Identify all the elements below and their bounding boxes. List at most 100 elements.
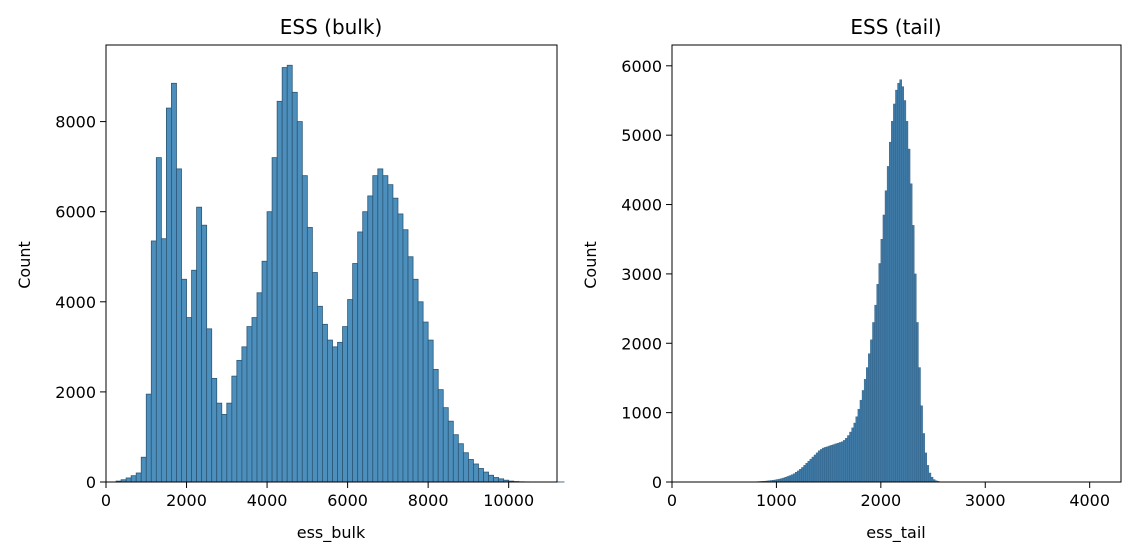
x-tick-label: 4000 xyxy=(247,491,288,510)
histogram-bar xyxy=(930,476,934,483)
histogram-bar xyxy=(427,339,434,483)
histogram-bar xyxy=(905,121,909,483)
histogram-bar xyxy=(352,263,359,483)
histogram-bar xyxy=(824,447,827,483)
histogram-bar xyxy=(822,447,825,483)
histogram-bar xyxy=(468,459,474,483)
histogram-bar xyxy=(914,273,917,483)
histogram-bar xyxy=(488,474,494,483)
x-axis-label: ess_tail xyxy=(866,523,925,543)
y-tick-label: 5000 xyxy=(621,126,662,145)
y-tick-label: 2000 xyxy=(621,334,662,353)
histogram-bar xyxy=(357,231,364,483)
histogram-bar xyxy=(296,121,303,483)
histogram-bar xyxy=(176,168,182,483)
histogram-bar xyxy=(327,339,333,483)
histogram-bar xyxy=(797,470,800,483)
histogram-bar xyxy=(832,444,836,483)
histogram-bar xyxy=(226,402,233,483)
x-tick-label: 4000 xyxy=(1069,491,1110,510)
histogram-bar xyxy=(392,197,399,483)
histogram-bar xyxy=(857,408,861,483)
histogram-bar xyxy=(140,456,147,483)
x-tick-label: 2000 xyxy=(860,491,901,510)
histogram-bar xyxy=(281,67,288,483)
histogram-bar xyxy=(397,213,404,483)
histogram-bar xyxy=(859,399,863,483)
histogram-bar xyxy=(402,229,409,483)
x-tick-label: 8000 xyxy=(408,491,449,510)
histogram-bar xyxy=(918,367,921,483)
histogram-bar xyxy=(834,443,838,483)
histogram-bar xyxy=(432,368,439,483)
histogram-bar xyxy=(903,100,907,483)
histogram-bar xyxy=(322,323,328,483)
x-tick-label: 6000 xyxy=(327,491,368,510)
histogram-bar xyxy=(236,359,243,483)
y-axis-label: Count xyxy=(15,241,34,289)
histogram-bar xyxy=(216,402,223,483)
histogram-bar xyxy=(817,450,821,483)
y-tick-label: 4000 xyxy=(621,196,662,215)
histogram-bar xyxy=(206,328,213,483)
histogram-bar xyxy=(795,472,798,483)
histogram-bar xyxy=(924,452,927,483)
histogram-bar xyxy=(899,79,902,483)
histogram-bar xyxy=(337,341,343,483)
y-tick-label: 4000 xyxy=(55,293,96,312)
x-tick-label: 3000 xyxy=(965,491,1006,510)
histogram-bar xyxy=(782,477,785,483)
histogram-bar xyxy=(853,422,856,483)
histogram-bar xyxy=(241,346,248,483)
histogram-bar xyxy=(286,64,293,483)
histogram-bar xyxy=(790,474,794,483)
x-tick-label: 0 xyxy=(101,491,111,510)
y-tick-label: 0 xyxy=(86,473,96,492)
histogram-bar xyxy=(125,477,132,483)
histogram-bar xyxy=(895,89,898,483)
histogram-bar xyxy=(291,91,298,483)
histogram-bar xyxy=(813,454,817,483)
bars xyxy=(744,79,946,483)
x-tick-label: 10000 xyxy=(483,491,534,510)
histogram-bar xyxy=(820,449,823,483)
histogram-bar xyxy=(878,263,882,483)
histogram-bar xyxy=(876,284,879,483)
histogram-bar xyxy=(266,211,273,483)
histogram-bar xyxy=(367,195,374,483)
histogram-bar xyxy=(840,441,844,483)
histogram-bar xyxy=(891,121,894,483)
histogram-bar xyxy=(130,475,137,483)
x-axis-label: ess_bulk xyxy=(297,523,366,543)
histogram-bar xyxy=(861,390,865,483)
histogram-bar xyxy=(780,478,783,483)
histogram-bar xyxy=(801,467,804,483)
y-tick-label: 0 xyxy=(652,473,662,492)
histogram-bar xyxy=(792,473,796,483)
y-ticks: 0 2000 4000 6000 8000 xyxy=(55,113,106,492)
x-tick-label: 0 xyxy=(667,491,677,510)
histogram-bar xyxy=(872,322,875,483)
x-ticks: 0 2000 4000 6000 8000 10000 xyxy=(101,482,534,510)
histogram-bar xyxy=(926,465,930,483)
histogram-bar xyxy=(901,86,905,483)
histogram-bar xyxy=(493,477,500,483)
histogram-bar xyxy=(473,463,479,483)
histogram-bar xyxy=(893,103,896,483)
histogram-bar xyxy=(855,416,859,483)
histogram-bar xyxy=(412,278,419,483)
histogram-bar xyxy=(407,256,414,483)
histogram-bar xyxy=(442,407,449,483)
histogram-bar xyxy=(907,148,911,483)
histogram-bar xyxy=(815,452,819,483)
y-tick-label: 6000 xyxy=(55,203,96,222)
histogram-bar xyxy=(882,214,886,483)
plot-frame xyxy=(671,44,1122,483)
histogram-bar xyxy=(870,339,873,483)
histogram-bar xyxy=(145,393,152,483)
plot-frame xyxy=(105,44,558,483)
histogram-bar xyxy=(211,377,218,483)
histogram-bar xyxy=(447,420,454,483)
y-tick-label: 1000 xyxy=(621,404,662,423)
histogram-bar xyxy=(826,446,829,483)
